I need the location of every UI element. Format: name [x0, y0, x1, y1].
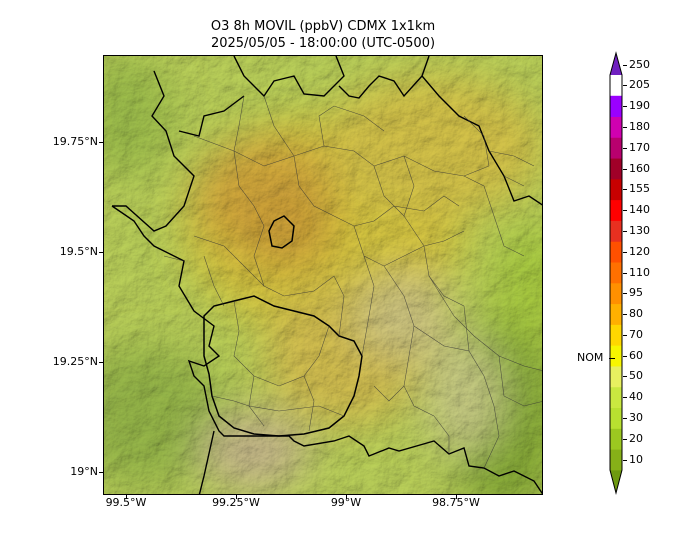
x-tick-label: 99.25°W: [212, 496, 260, 509]
colorbar-tick: [623, 293, 627, 295]
y-tick: [99, 362, 103, 363]
x-tick: [236, 495, 237, 499]
colorbar-tick: [623, 85, 627, 87]
colorbar-label: 160: [629, 161, 650, 175]
terrain-relief: [104, 56, 542, 494]
x-tick: [346, 495, 347, 499]
colorbar-label: 30: [629, 411, 643, 425]
colorbar-segment: [610, 386, 622, 409]
colorbar-label: 120: [629, 244, 650, 258]
colorbar-label: 10: [629, 452, 643, 466]
nom-tick: [609, 358, 615, 359]
colorbar-label: 110: [629, 265, 650, 279]
colorbar-segment: [610, 366, 622, 388]
colorbar-tick: [623, 355, 627, 357]
x-tick: [456, 495, 457, 499]
colorbar-segment: [610, 407, 622, 429]
colorbar-label: 190: [629, 99, 650, 113]
colorbar-tick: [623, 168, 627, 170]
ozone-map: [104, 56, 542, 494]
colorbar-segment: [610, 324, 622, 346]
colorbar-tick: [623, 418, 627, 420]
colorbar-label: 140: [629, 203, 650, 217]
colorbar-tick: [623, 189, 627, 191]
y-tick: [99, 472, 103, 473]
colorbar-tick: [623, 459, 627, 461]
colorbar-segment: [610, 262, 622, 284]
colorbar-label: 155: [629, 182, 650, 196]
state-boundary: [111, 56, 542, 494]
colorbar-tick: [623, 376, 627, 378]
colorbar-label: 205: [629, 78, 650, 92]
colorbar-tick: [623, 106, 627, 108]
colorbar-tick: [623, 314, 627, 316]
colorbar-label: 60: [629, 348, 643, 362]
colorbar-tick: [623, 210, 627, 212]
colorbar-segment: [610, 282, 622, 305]
y-tick: [99, 252, 103, 253]
colorbar-tick: [623, 397, 627, 399]
colorbar-segment: [610, 220, 622, 242]
colorbar-segment: [610, 178, 622, 201]
colorbar-extend-max: [610, 53, 622, 75]
colorbar-label: 40: [629, 390, 643, 404]
colorbar-tick: [623, 334, 627, 336]
nom-label: NOM: [577, 351, 604, 364]
colorbar-label: 130: [629, 223, 650, 237]
colorbar-segment: [610, 428, 622, 450]
x-tick-label: 99°W: [330, 496, 362, 509]
colorbar-segment: [610, 137, 622, 159]
x-tick-label: 99.5°W: [105, 496, 147, 509]
colorbar-label: 95: [629, 286, 643, 300]
colorbar-segment: [610, 158, 622, 180]
colorbar-tick: [623, 251, 627, 253]
colorbar-segment: [610, 303, 622, 325]
colorbar-segment: [610, 241, 622, 263]
y-tick: [99, 142, 103, 143]
y-tick-label: 19.25°N: [52, 355, 98, 368]
colorbar-segment: [610, 116, 622, 138]
colorbar-tick: [623, 147, 627, 149]
colorbar-label: 170: [629, 140, 650, 154]
colorbar-tick: [623, 272, 627, 274]
colorbar-segment: [610, 345, 622, 367]
y-tick-label: 19.75°N: [52, 135, 98, 148]
colorbar-extend-min: [610, 470, 622, 493]
map-panel: [103, 55, 543, 495]
colorbar-segment: [610, 199, 622, 221]
colorbar-label: 50: [629, 369, 643, 383]
colorbar-tick: [623, 126, 627, 128]
map-title: O3 8h MOVIL (ppbV) CDMX 1x1km: [210, 19, 436, 34]
colorbar-label: 250: [629, 57, 650, 71]
colorbar-label: 80: [629, 307, 643, 321]
y-tick-label: 19°N: [70, 465, 98, 478]
map-subtitle: 2025/05/05 - 18:00:00 (UTC-0500): [210, 36, 436, 51]
colorbar-tick: [623, 64, 627, 66]
colorbar-segment: [610, 449, 622, 471]
x-tick: [126, 495, 127, 499]
x-tick-label: 98.75°W: [432, 496, 480, 509]
colorbar-label: 70: [629, 327, 643, 341]
colorbar-tick: [623, 230, 627, 232]
colorbar-tick: [623, 438, 627, 440]
municipal-boundaries: [163, 95, 542, 469]
colorbar: [609, 51, 623, 495]
y-tick-label: 19.5°N: [59, 245, 98, 258]
colorbar-label: 20: [629, 431, 643, 445]
colorbar-segment: [610, 95, 622, 117]
colorbar-label: 180: [629, 119, 650, 133]
